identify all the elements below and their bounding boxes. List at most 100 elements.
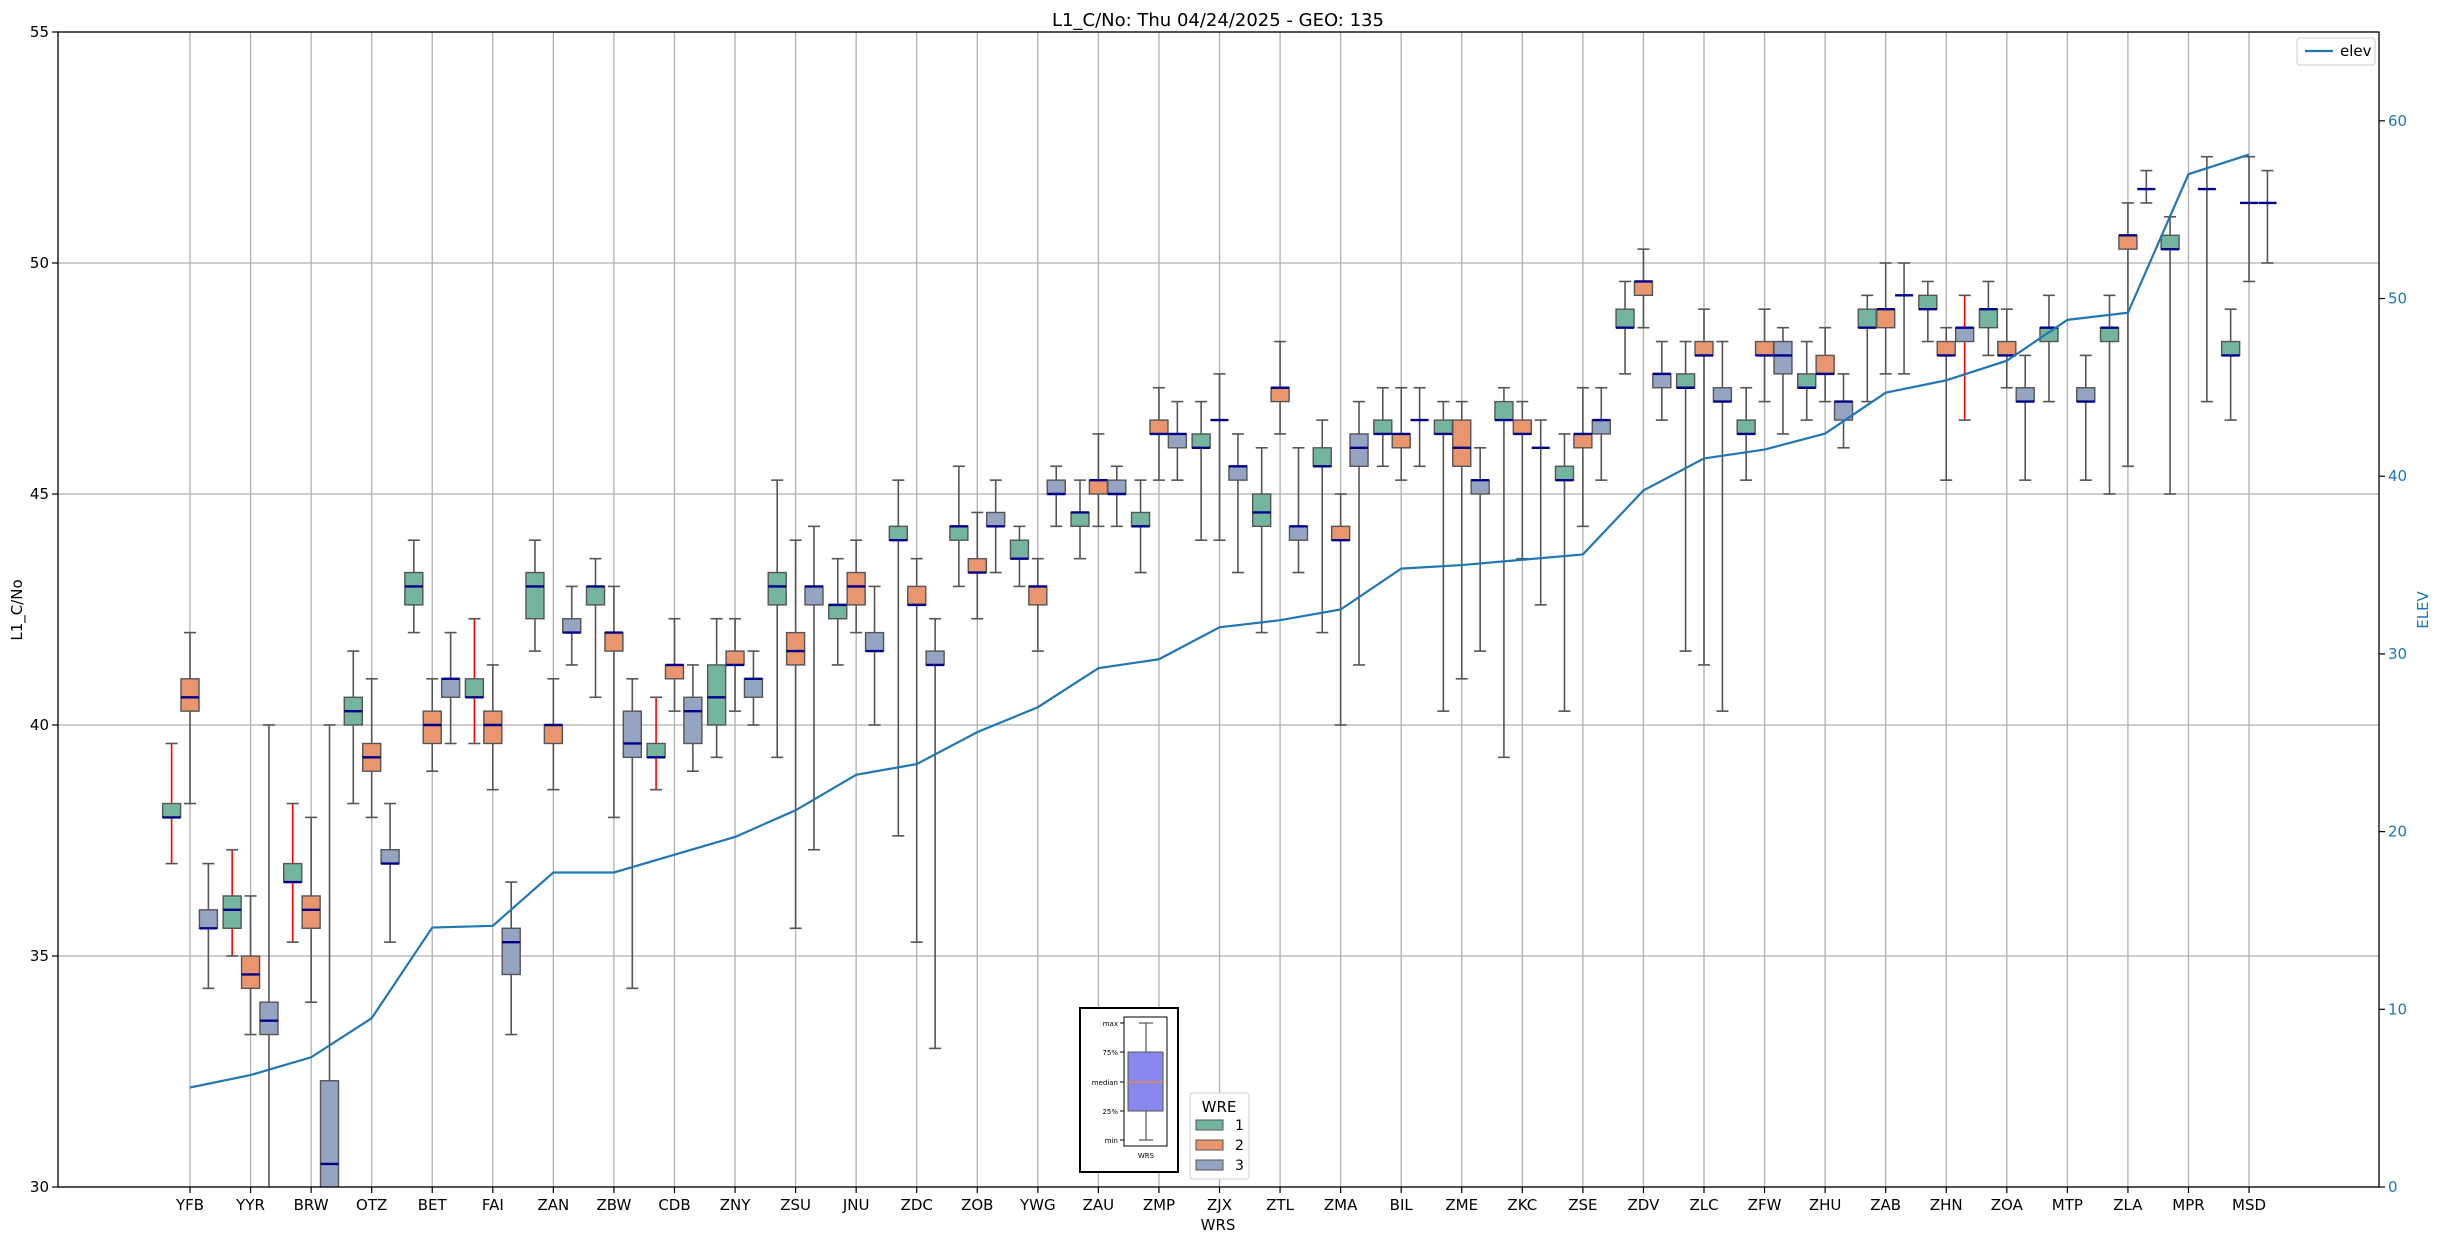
box-ztl-wre2 <box>1270 340 1290 435</box>
box-mpr-wre3 <box>2197 155 2216 403</box>
legend-frame <box>2296 37 2376 66</box>
box-zob-wre3 <box>985 479 1006 574</box>
box-ywg-wre2 <box>1028 557 1048 652</box>
box-zdv-wre2 <box>1633 248 1654 329</box>
iqr-box <box>1494 400 1514 421</box>
box-zdc-wre2 <box>907 557 927 943</box>
x-tick-label: ZJX <box>1207 1196 1232 1214</box>
box-zfw-wre2 <box>1754 308 1775 403</box>
box-zlc-wre1 <box>1675 340 1696 652</box>
y-tick-label: 30 <box>30 1178 49 1196</box>
legend-elev: elev <box>2296 37 2376 66</box>
iqr-box <box>1130 511 1151 528</box>
box-otz-wre3 <box>380 802 400 943</box>
y2-axis-label: ELEV <box>2414 590 2432 628</box>
box-fai-wre3 <box>501 881 521 1036</box>
box-bet-wre3 <box>440 631 461 745</box>
iqr-box <box>828 604 848 620</box>
iqr-box <box>785 631 806 666</box>
box-zhu-wre2 <box>1815 326 1835 403</box>
box-zme-wre2 <box>1452 400 1472 680</box>
box-zma-wre1 <box>1312 419 1332 634</box>
iqr-box <box>1312 447 1332 467</box>
x-tick-label: ZSE <box>1568 1196 1597 1214</box>
iqr-box <box>864 631 885 652</box>
legend-swatch-wre1 <box>1195 1119 1224 1131</box>
iqr-box <box>604 631 624 652</box>
y-axis-label: L1_C/No <box>8 579 27 640</box>
iqr-box <box>1997 340 2017 357</box>
iqr-box <box>888 525 909 541</box>
box-bil-wre1 <box>1373 386 1393 468</box>
iqr-box <box>967 557 987 574</box>
box-cdb-wre1 <box>646 696 666 791</box>
iqr-box <box>525 571 545 620</box>
y2-tick-label: 20 <box>2388 823 2407 841</box>
box-zdv-wre3 <box>1652 340 1672 421</box>
iqr-box <box>404 571 424 606</box>
plot-frame <box>57 31 2380 1188</box>
box-zsu-wre2 <box>785 539 806 930</box>
iqr-box <box>846 571 866 606</box>
box-zse-wre1 <box>1554 433 1575 712</box>
box-zkc-wre2 <box>1512 400 1533 560</box>
x-tick-label: ZHN <box>1930 1196 1963 1214</box>
iqr-box <box>259 1001 279 1036</box>
iqr-box <box>1470 479 1490 495</box>
inset-label: 25% <box>1102 1108 1118 1116</box>
x-tick-label: FAI <box>482 1196 504 1214</box>
box-zme-wre1 <box>1433 400 1454 712</box>
iqr-box <box>1936 340 1956 357</box>
box-bil-wre2 <box>1391 386 1411 481</box>
inset-label: median <box>1092 1079 1118 1087</box>
iqr-box <box>2015 387 2035 403</box>
box-otz-wre1 <box>343 650 363 805</box>
x-tick-label: JNU <box>842 1196 870 1214</box>
iqr-box <box>925 650 945 666</box>
iqr-box <box>1512 419 1533 435</box>
box-ywg-wre3 <box>1046 465 1066 528</box>
iqr-box <box>319 1080 340 1187</box>
iqr-box <box>1573 433 1593 449</box>
box-yyr-wre2 <box>240 895 261 1036</box>
box-brw-wre3 <box>319 724 340 1187</box>
box-zdc-wre1 <box>888 479 909 837</box>
box-yfb-wre3 <box>198 862 219 990</box>
y2-tick-label: 0 <box>2388 1178 2398 1196</box>
y2-tick-label: 50 <box>2388 290 2407 308</box>
legend-title: WRE <box>1202 1098 1237 1116</box>
iqr-box <box>180 678 200 712</box>
x-tick-label: ZAB <box>1870 1196 1901 1214</box>
box-brw-wre1 <box>283 802 303 943</box>
axes: 30 35 40 45 50 55 0 10 20 30 40 50 60 YFB YYR BRW OTZ BET… <box>30 23 2407 1214</box>
x-tick-label: ZAU <box>1083 1196 1115 1214</box>
x-tick-label: ZDC <box>901 1196 933 1214</box>
iqr-box <box>1373 419 1393 435</box>
iqr-box <box>1088 479 1109 495</box>
iqr-box <box>1070 511 1090 528</box>
iqr-box <box>907 585 927 606</box>
inset-xtick-label: WRS <box>1138 1152 1155 1160</box>
box-zme-wre3 <box>1470 446 1490 652</box>
iqr-box <box>1675 373 1696 389</box>
box-zhn-wre1 <box>1918 280 1938 343</box>
box-bil-wre3 <box>1410 386 1429 468</box>
box-ztl-wre1 <box>1251 446 1272 634</box>
box-zjx-wre2 <box>1210 373 1229 542</box>
iqr-box <box>725 650 745 666</box>
iqr-box <box>1009 539 1030 560</box>
box-zma-wre3 <box>1349 400 1369 666</box>
x-tick-label: CDB <box>658 1196 690 1214</box>
x-tick-label: ZSU <box>780 1196 811 1214</box>
iqr-box <box>2118 234 2138 250</box>
x-axis-label: WRS <box>1201 1216 1236 1234</box>
box-msd-wre1 <box>2220 308 2241 421</box>
box-jnu-wre1 <box>828 557 848 666</box>
box-jnu-wre2 <box>846 539 866 634</box>
iqr-box <box>2076 387 2096 403</box>
iqr-box <box>2039 326 2059 343</box>
iqr-box <box>1615 308 1635 329</box>
legend-label-wre1: 1 <box>1235 1118 1244 1134</box>
iqr-box <box>1107 479 1127 495</box>
